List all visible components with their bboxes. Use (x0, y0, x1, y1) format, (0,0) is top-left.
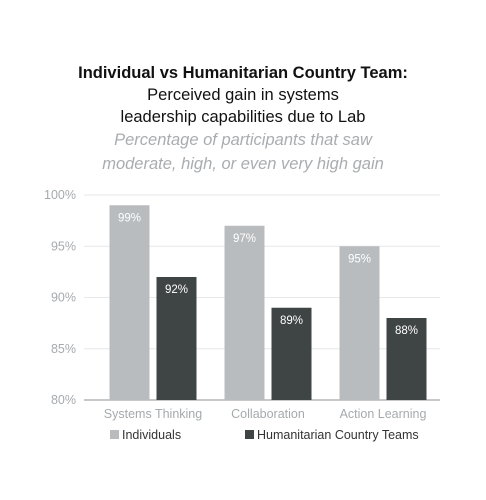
legend-swatch (110, 430, 119, 439)
legend: Individuals Humanitarian Country Teams (110, 428, 419, 442)
bar (339, 246, 380, 400)
data-label: 92% (165, 284, 188, 296)
y-axis: 80% 85% 90% 95% 100% (44, 188, 440, 407)
x-tick-label: Action Learning (340, 407, 427, 421)
bar (386, 318, 427, 400)
bar (271, 307, 312, 400)
x-tick-label: Systems Thinking (104, 407, 202, 421)
data-label: 99% (118, 212, 141, 224)
legend-label: Individuals (122, 428, 181, 442)
y-tick-label: 100% (44, 188, 76, 202)
chart-subtitle-line-1: Perceived gain in systems (147, 86, 339, 104)
y-tick-label: 90% (51, 291, 76, 305)
data-label: 89% (280, 315, 303, 327)
y-tick-label: 80% (51, 393, 76, 407)
x-tick-label: Collaboration (231, 407, 305, 421)
x-axis: Systems Thinking Collaboration Action Lear… (104, 407, 427, 421)
y-tick-label: 95% (51, 239, 76, 253)
bar (109, 205, 150, 400)
chart-caption-line-1: Percentage of participants that saw (114, 131, 372, 149)
chart-title: Individual vs Humanitarian Country Team: (78, 64, 408, 82)
y-tick-label: 85% (51, 342, 76, 356)
bar (156, 277, 197, 400)
data-label: 95% (348, 253, 371, 265)
bar (224, 225, 265, 400)
legend-label: Humanitarian Country Teams (257, 428, 419, 442)
chart-titles: Individual vs Humanitarian Country Team:… (0, 62, 486, 176)
chart-caption-line-2: moderate, high, or even very high gain (102, 155, 384, 173)
chart-subtitle-line-2: leadership capabilities due to Lab (120, 108, 366, 126)
data-label: 97% (233, 233, 256, 245)
data-label: 88% (395, 325, 418, 337)
legend-swatch (245, 430, 254, 439)
bars: 99% 92% 97% 89% 95% 88% (109, 205, 427, 400)
